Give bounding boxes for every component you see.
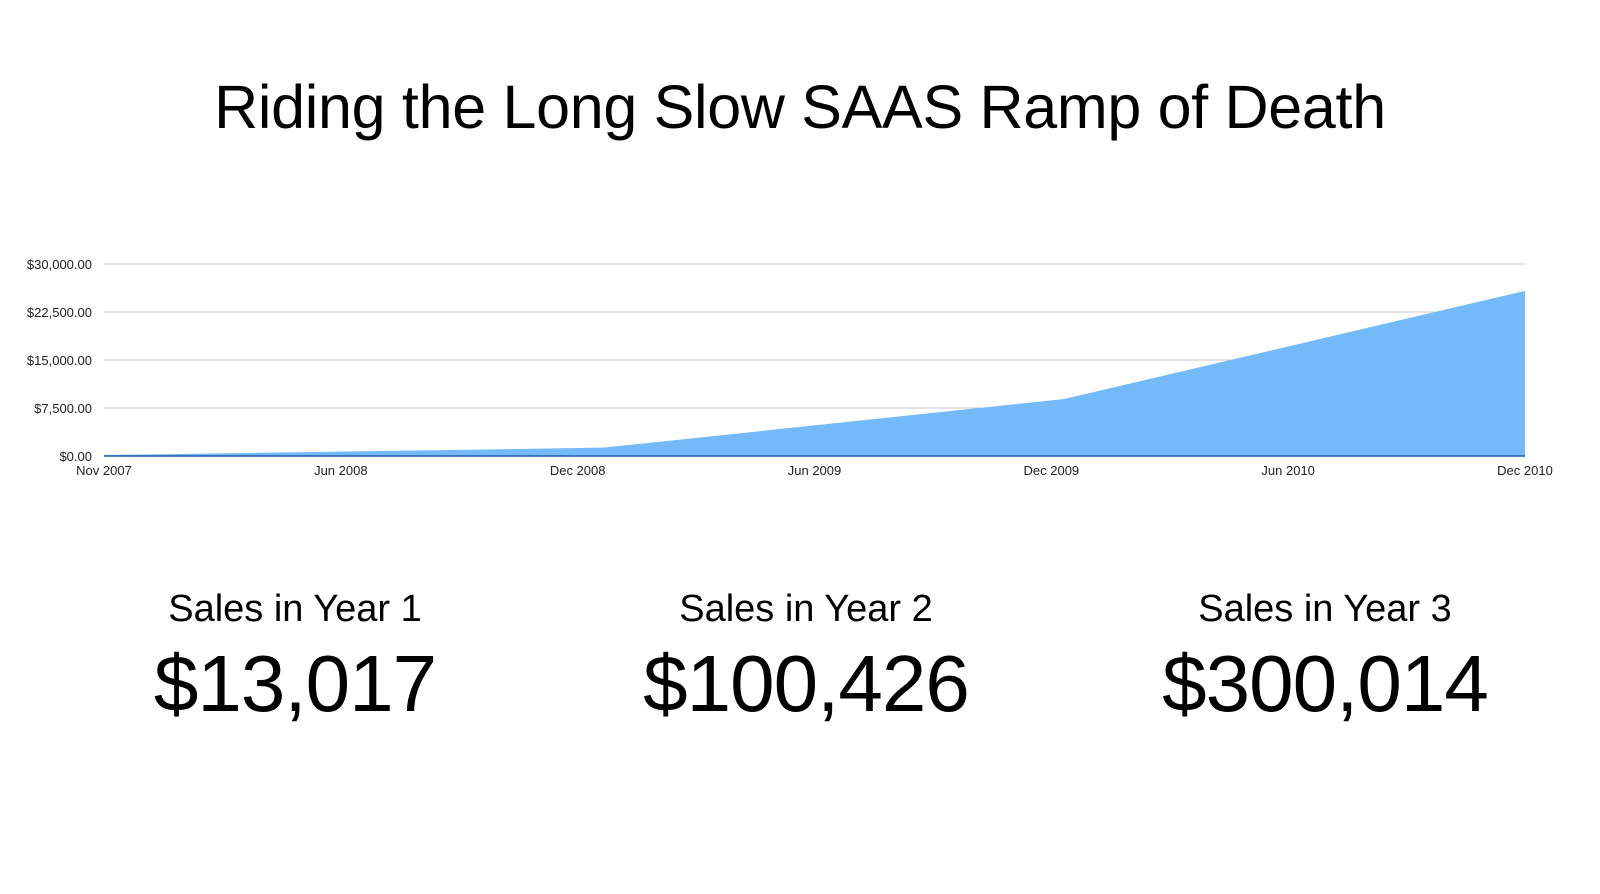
- stat-year-3-label: Sales in Year 3: [1198, 588, 1452, 630]
- y-tick-label: $7,500.00: [34, 401, 92, 416]
- stat-year-1-label: Sales in Year 1: [168, 588, 422, 630]
- area-series: [104, 290, 1525, 456]
- stat-year-1: Sales in Year 1 $13,017: [35, 586, 555, 732]
- stat-year-2-value: $100,426: [643, 639, 970, 728]
- x-tick-label: Dec 2009: [1024, 463, 1080, 478]
- stat-year-2-label: Sales in Year 2: [679, 588, 933, 630]
- y-tick-label: $22,500.00: [27, 305, 92, 320]
- x-tick-label: Dec 2008: [550, 463, 606, 478]
- area-chart: $0.00 $7,500.00 $15,000.00 $22,500.00 $30,00…: [27, 257, 1553, 478]
- stat-year-1-value: $13,017: [153, 639, 437, 728]
- y-tick-label: $15,000.00: [27, 353, 92, 368]
- y-tick-label: $0.00: [59, 449, 92, 464]
- stat-year-3: Sales in Year 3 $300,014: [1065, 586, 1585, 732]
- chart-title: Riding the Long Slow SAAS Ramp of Death: [214, 73, 1386, 141]
- stat-year-3-value: $300,014: [1162, 639, 1489, 728]
- x-tick-label: Jun 2010: [1261, 463, 1315, 478]
- y-tick-label: $30,000.00: [27, 257, 92, 272]
- stat-year-2: Sales in Year 2 $100,426: [546, 586, 1066, 732]
- x-tick-label: Dec 2010: [1497, 463, 1553, 478]
- x-tick-label: Jun 2009: [788, 463, 842, 478]
- x-tick-label: Jun 2008: [314, 463, 368, 478]
- x-tick-label: Nov 2007: [76, 463, 132, 478]
